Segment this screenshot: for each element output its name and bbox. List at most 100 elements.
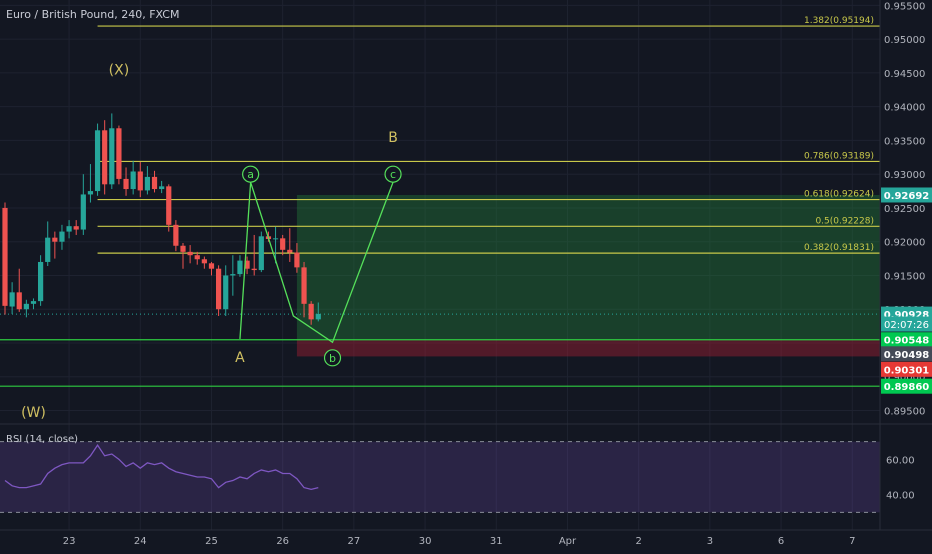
y-tick-label: 0.94500 (884, 69, 925, 80)
price-badge-label: 0.90498 (884, 350, 930, 361)
candle-body (45, 237, 51, 262)
x-tick-label: 24 (134, 536, 147, 547)
price-axis: 0.95500 0.95000 0.94500 0.94000 0.93500 0.930… (879, 0, 932, 530)
price-badge (881, 332, 932, 348)
profit-zone (296, 194, 880, 340)
wave-path (239, 182, 394, 344)
price-badge-label: 0.92692 (884, 191, 930, 202)
candle-body (208, 263, 215, 269)
x-tick-label: 6 (778, 536, 784, 547)
candle-body (166, 186, 172, 225)
candle-body (73, 226, 79, 230)
candle-body (144, 176, 150, 191)
candle-body (102, 130, 108, 185)
rsi-panel: 60.00 40.00 (0, 423, 932, 513)
price-badge (881, 316, 932, 332)
candles (2, 113, 321, 325)
price-badge (881, 378, 932, 394)
wave-label: A (235, 350, 245, 366)
candle-body (237, 260, 243, 275)
fib-level-label: 0.5(0.92228) (815, 216, 874, 226)
x-tick-label: 27 (348, 536, 361, 547)
x-tick-label: 25 (205, 536, 218, 547)
x-tick-label: 7 (849, 536, 855, 547)
x-tick-label: 3 (707, 536, 713, 547)
candle-body (94, 130, 101, 192)
candle-body (87, 191, 94, 195)
chart-title: Euro / British Pound, 240, FXCM (6, 8, 180, 21)
candle-body (109, 128, 115, 185)
candle-body (280, 238, 286, 250)
y-tick-label: 0.89500 (884, 406, 925, 417)
price-badge-label: 0.90928 (884, 310, 930, 321)
y-tick-label: 0.94000 (884, 103, 925, 114)
y-tick-label: 0.95500 (884, 1, 925, 12)
x-tick-label: Apr (559, 536, 577, 547)
fib-level-label: 0.382(0.91831) (804, 243, 874, 253)
candle-body (2, 207, 8, 306)
candle-body (308, 303, 314, 320)
candle-body (16, 292, 22, 310)
candle-body (52, 237, 58, 242)
rsi-title: RSI (14, close) (6, 434, 79, 445)
candle-body (116, 128, 122, 179)
rsi-tick-label: 40.00 (886, 491, 915, 502)
candle-body (80, 194, 86, 230)
y-tick-label: 0.91500 (884, 271, 925, 282)
candle-body (294, 252, 300, 268)
y-tick-label: 0.92500 (884, 204, 925, 215)
candle-body (123, 178, 129, 190)
time-axis: 23 24 25 26 27 30 31 Apr 2 3 6 7 (0, 529, 932, 547)
candle-body (272, 238, 279, 240)
wave-circle (242, 165, 260, 183)
candle-body (287, 249, 293, 253)
candle-body (187, 251, 193, 256)
fib-level-label: 1.382(0.95194) (804, 16, 874, 26)
rsi-line (4, 444, 319, 491)
wave-label: B (388, 130, 398, 146)
y-tick-label: 0.93500 (884, 136, 925, 147)
fib-level-label: 0.618(0.92624) (804, 190, 874, 200)
x-tick-label: 31 (490, 536, 503, 547)
price-badge (881, 346, 932, 362)
price-badge-label: 0.90548 (884, 336, 930, 347)
y-tick-label: 0.92000 (884, 238, 925, 249)
price-badge-label: 0.90301 (884, 365, 930, 376)
loss-zone (296, 339, 880, 357)
candle-body (38, 261, 44, 302)
candle-body (173, 224, 179, 246)
candle-body (301, 267, 307, 304)
y-tick-label: 0.95000 (884, 35, 925, 46)
candle-body (30, 301, 37, 304)
price-badge-label: 0.89860 (884, 382, 930, 393)
candle-body (223, 275, 229, 310)
candle-body (244, 260, 250, 269)
candle-body (159, 186, 165, 190)
price-badge-label: 02:07:26 (884, 320, 929, 331)
candle-body (251, 268, 257, 271)
wave-circle-label: c (390, 168, 396, 181)
candle-body (66, 226, 72, 232)
fib-level-label: 0.786(0.93189) (804, 151, 874, 161)
price-badge (881, 361, 932, 377)
candle-body (151, 176, 158, 190)
candle-body (59, 231, 65, 242)
candle-body (201, 259, 207, 264)
wave-circle-label: b (329, 352, 336, 365)
wave-drawing: a b c (X) (W) A B (21, 62, 402, 421)
candle-body (216, 268, 222, 310)
x-tick-label: 2 (635, 536, 641, 547)
candle-body (130, 171, 136, 190)
price-badge (881, 187, 932, 203)
candle-body (180, 245, 186, 252)
rsi-band (0, 441, 880, 513)
y-tick-label: 0.90000 (884, 373, 925, 384)
x-tick-label: 23 (63, 536, 76, 547)
candle-body (315, 313, 321, 320)
candle-body (9, 292, 15, 307)
level-lines: 1.382(0.95194) 0.786(0.93189) 0.618(0.9262… (0, 16, 880, 387)
candle-body (137, 171, 143, 191)
wave-circle (323, 349, 342, 367)
